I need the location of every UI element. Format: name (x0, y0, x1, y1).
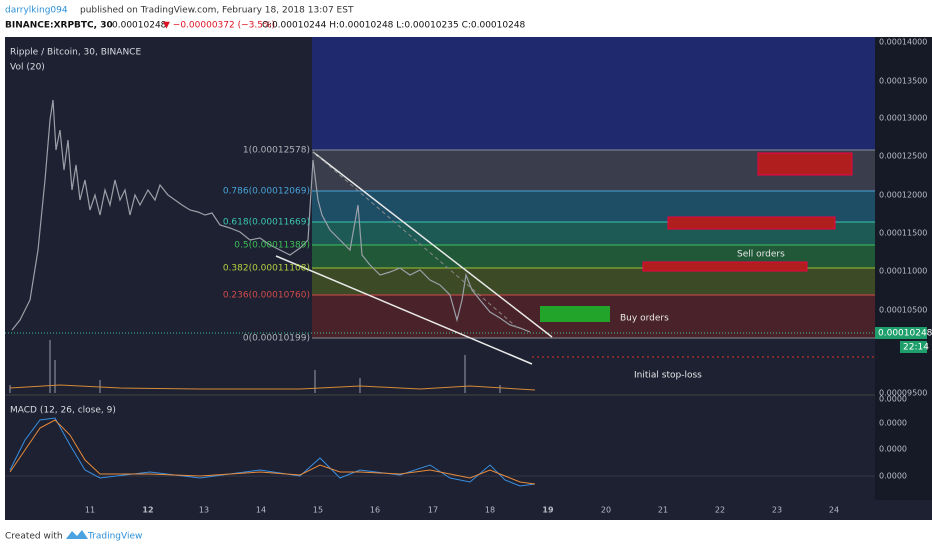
price-label: 0.00011000 (879, 267, 927, 276)
trendline (312, 151, 553, 338)
date-label: 19 (542, 506, 554, 515)
change: ▼ −0.00000372 (−3.5%) (163, 21, 275, 31)
annotation: Buy orders (620, 314, 669, 324)
date-label: 18 (485, 506, 495, 515)
date-label: 15 (313, 506, 323, 515)
date-label: 22 (715, 506, 725, 515)
macd-label: 0.0000 (879, 419, 907, 428)
annotation: Sell orders (737, 250, 785, 260)
price-series (11, 99, 531, 333)
date-label: 20 (601, 506, 611, 515)
date-label: 17 (428, 506, 438, 515)
time-axis (5, 500, 932, 520)
fib-label: 0.382(0.00011108) (223, 264, 310, 274)
date-label: 12 (142, 506, 153, 515)
annotation: Initial stop-loss (634, 371, 702, 381)
price-label: 0.00009500 (879, 389, 927, 398)
trendline (275, 255, 533, 365)
date-label: 21 (658, 506, 668, 515)
price-label: 0.00012000 (879, 191, 927, 200)
price-label: 0.00014000 (879, 38, 927, 47)
macd-label: MACD (12, 26, close, 9) (10, 406, 116, 416)
fib-label: 0.618(0.00011669) (223, 218, 310, 228)
macd-label: 0.0000 (879, 472, 907, 481)
symbol: BINANCE:XRPBTC, 30 (5, 21, 113, 31)
volume-label: Vol (20) (10, 63, 45, 73)
price-label: 0.00013500 (879, 77, 927, 86)
footer-created: Created with (5, 532, 63, 542)
macd-label: 0.0000 (879, 445, 907, 454)
chart-title: Ripple / Bitcoin, 30, BINANCE (10, 48, 141, 58)
date-label: 16 (370, 506, 380, 515)
buy-order (540, 306, 610, 322)
date-label: 24 (829, 506, 839, 515)
countdown-tag (900, 341, 927, 353)
fib-label: 0(0.00010199) (243, 334, 310, 344)
price-tag (875, 327, 927, 339)
fib-label: 0.236(0.00010760) (223, 291, 310, 301)
macd-label: 0.0000 (879, 395, 907, 404)
sell-order (667, 216, 836, 230)
fib-zone (312, 37, 875, 150)
ohlc: O:0.00010244 H:0.00010248 L:0.00010235 C… (262, 21, 526, 31)
signal-line (9, 419, 536, 485)
published: published on TradingView.com, February 1… (80, 6, 354, 16)
current-price: 0.00010248 (878, 329, 932, 339)
fib-label: 1(0.00012578) (243, 146, 310, 156)
footer-brand[interactable]: TradingView (87, 532, 142, 542)
price-label: 0.00012500 (879, 152, 927, 161)
author[interactable]: darrylking094 (5, 6, 68, 16)
date-label: 11 (85, 506, 95, 515)
price-label: 0.00013000 (879, 114, 927, 123)
date-label: 14 (256, 506, 266, 515)
logo (66, 530, 88, 539)
last-price: 0.00010248 (112, 21, 167, 31)
fib-label: 0.5(0.00011389) (234, 241, 310, 251)
price-label: 0.00011500 (879, 229, 927, 238)
volume-ma (9, 384, 536, 391)
sell-order (642, 261, 808, 272)
price-label: 0.00010500 (879, 306, 927, 315)
date-label: 13 (199, 506, 209, 515)
fib-zone (312, 268, 875, 295)
date-label: 23 (772, 506, 782, 515)
fib-label: 0.786(0.00012069) (223, 187, 310, 197)
dashed-line (312, 151, 521, 331)
sell-order (757, 152, 853, 176)
price-axis (875, 37, 932, 500)
countdown: 22:14 (903, 343, 929, 353)
